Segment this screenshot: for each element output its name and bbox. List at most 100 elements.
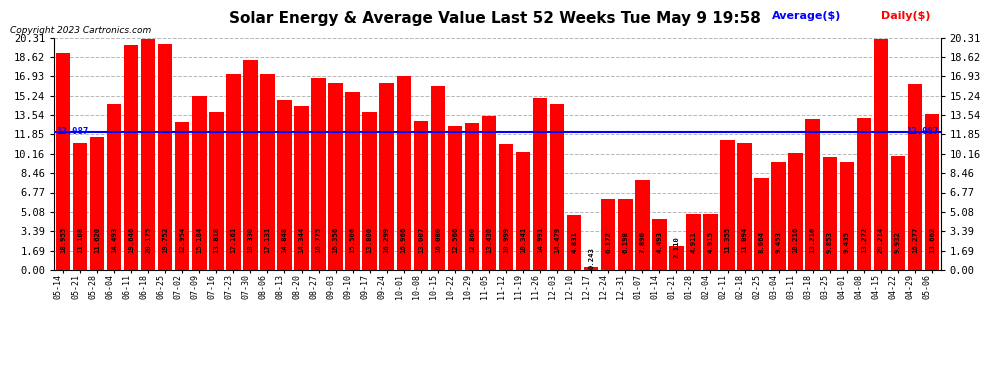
Text: 2.110: 2.110 (673, 236, 679, 258)
Text: 02-11: 02-11 (719, 274, 728, 299)
Text: 17.161: 17.161 (231, 226, 237, 253)
Bar (584, 267, 598, 270)
Bar (107, 104, 122, 270)
Text: 11.108: 11.108 (77, 226, 83, 253)
Bar (618, 199, 633, 270)
Bar (601, 200, 616, 270)
Text: 18.330: 18.330 (248, 226, 253, 253)
Bar (209, 112, 224, 270)
Text: 0.243: 0.243 (588, 247, 594, 268)
Bar (311, 78, 326, 270)
Text: 02-25: 02-25 (752, 274, 761, 299)
Text: 7.896: 7.896 (640, 231, 645, 253)
Text: 16.277: 16.277 (912, 226, 918, 253)
Text: 01-14: 01-14 (650, 274, 659, 299)
Bar (260, 74, 274, 270)
Text: 20.214: 20.214 (878, 226, 884, 253)
Text: 04-15: 04-15 (872, 274, 881, 299)
Text: 14.493: 14.493 (111, 226, 117, 253)
Text: 13.216: 13.216 (810, 226, 816, 253)
Text: 13.662: 13.662 (929, 226, 935, 253)
Text: 01-21: 01-21 (667, 274, 676, 299)
Text: Solar Energy & Average Value Last 52 Weeks Tue May 9 19:58: Solar Energy & Average Value Last 52 Wee… (229, 11, 761, 26)
Text: 02-04: 02-04 (702, 274, 711, 299)
Bar (226, 74, 241, 270)
Text: 6.172: 6.172 (605, 231, 611, 253)
Text: 09-24: 09-24 (378, 274, 387, 299)
Text: 11.620: 11.620 (94, 226, 100, 253)
Text: 15.184: 15.184 (196, 226, 202, 253)
Bar (908, 84, 922, 270)
Bar (823, 157, 837, 270)
Bar (840, 162, 854, 270)
Text: 12.087: 12.087 (56, 127, 88, 136)
Text: 20.175: 20.175 (146, 226, 151, 253)
Text: 11-05: 11-05 (480, 274, 489, 299)
Bar (346, 93, 360, 270)
Text: 05-28: 05-28 (88, 274, 97, 299)
Text: 12.087: 12.087 (907, 127, 939, 136)
Text: 14.344: 14.344 (299, 226, 305, 253)
Text: 04-29: 04-29 (906, 274, 915, 299)
Text: 14.848: 14.848 (281, 226, 287, 253)
Bar (533, 98, 547, 270)
Text: 08-13: 08-13 (275, 274, 284, 299)
Text: 11-26: 11-26 (531, 274, 541, 299)
Text: 03-11: 03-11 (787, 274, 796, 299)
Text: 03-18: 03-18 (804, 274, 813, 299)
Text: 05-21: 05-21 (71, 274, 80, 299)
Text: 11-19: 11-19 (514, 274, 523, 299)
Text: 09-17: 09-17 (360, 274, 369, 299)
Bar (329, 83, 343, 270)
Bar (158, 44, 172, 270)
Text: 9.453: 9.453 (775, 231, 782, 253)
Text: 10-01: 10-01 (395, 274, 404, 299)
Text: 04-22: 04-22 (889, 274, 898, 299)
Text: 4.915: 4.915 (708, 231, 714, 253)
Text: 09-10: 09-10 (344, 274, 352, 299)
Text: 10.341: 10.341 (520, 226, 526, 253)
Bar (567, 215, 581, 270)
Text: 12-10: 12-10 (565, 274, 574, 299)
Bar (447, 126, 462, 270)
Text: 10-15: 10-15 (429, 274, 438, 299)
Bar (788, 153, 803, 270)
Bar (669, 246, 684, 270)
Text: 13.007: 13.007 (418, 226, 424, 253)
Bar (73, 143, 87, 270)
Text: 08-20: 08-20 (292, 274, 302, 299)
Bar (124, 45, 139, 270)
Bar (652, 219, 666, 270)
Text: 01-07: 01-07 (634, 274, 643, 299)
Text: 11.355: 11.355 (725, 226, 731, 253)
Bar (175, 122, 189, 270)
Text: 06-11: 06-11 (122, 274, 131, 299)
Text: 9.853: 9.853 (827, 231, 833, 253)
Bar (721, 140, 735, 270)
Bar (686, 214, 701, 270)
Bar (806, 119, 820, 270)
Text: 10.999: 10.999 (503, 226, 509, 253)
Text: 4.911: 4.911 (690, 231, 696, 253)
Bar (738, 143, 751, 270)
Text: 05-06: 05-06 (923, 274, 932, 299)
Bar (771, 162, 786, 270)
Text: 07-16: 07-16 (207, 274, 217, 299)
Text: 06-25: 06-25 (156, 274, 165, 299)
Bar (891, 156, 905, 270)
Text: 15.506: 15.506 (349, 226, 355, 253)
Text: 12-24: 12-24 (599, 274, 608, 299)
Text: 03-25: 03-25 (821, 274, 830, 299)
Bar (141, 39, 155, 270)
Text: 06-04: 06-04 (105, 274, 114, 299)
Bar (703, 214, 718, 270)
Text: 13.430: 13.430 (486, 226, 492, 253)
Bar (925, 114, 940, 270)
Text: 10-22: 10-22 (446, 274, 454, 299)
Text: 03-04: 03-04 (769, 274, 778, 299)
Text: 12-31: 12-31 (616, 274, 626, 299)
Text: 19.752: 19.752 (162, 226, 168, 253)
Text: 07-30: 07-30 (242, 274, 250, 299)
Text: 02-18: 02-18 (736, 274, 744, 299)
Text: 10-29: 10-29 (463, 274, 472, 299)
